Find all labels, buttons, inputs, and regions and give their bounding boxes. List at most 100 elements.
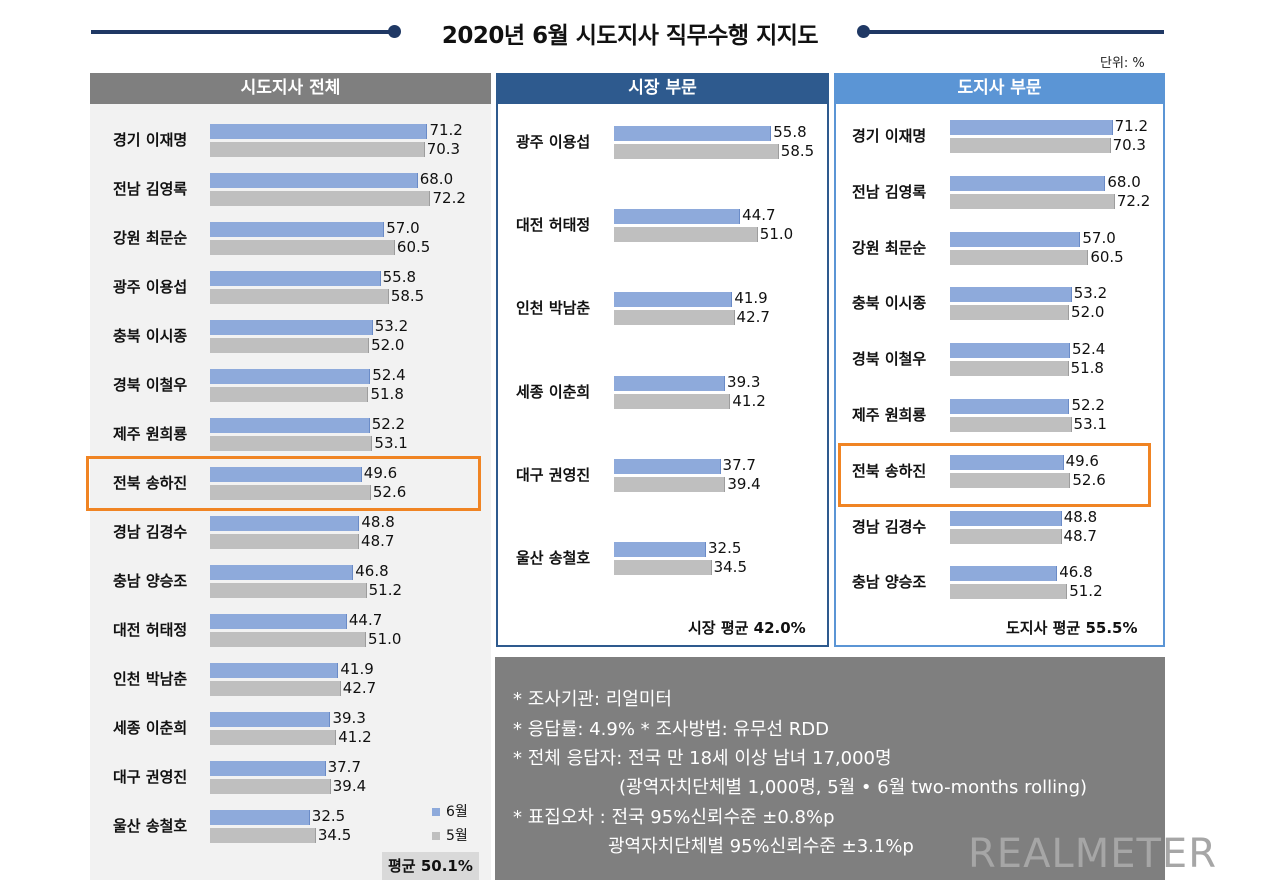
note-response-rate: * 응답률: 4.9% * 조사방법: 유무선 RDD — [513, 719, 830, 740]
category-label: 강원 최문순 — [113, 229, 188, 247]
value-label-may: 51.0 — [368, 630, 402, 648]
bar-may — [614, 310, 735, 326]
value-label-june: 41.9 — [340, 660, 374, 678]
bar-may — [614, 227, 758, 243]
bar-may — [950, 193, 1115, 209]
bar-may — [614, 476, 726, 492]
note-source: * 조사기관: 리얼미터 — [513, 689, 672, 710]
value-label-june: 39.3 — [727, 372, 761, 391]
bar-may — [950, 528, 1062, 544]
value-label-may: 51.8 — [1070, 359, 1104, 378]
value-label-june: 71.2 — [429, 121, 463, 139]
value-label-may: 41.2 — [338, 728, 372, 746]
category-label: 대구 권영진 — [113, 768, 188, 786]
value-label-june: 32.5 — [311, 807, 346, 825]
value-label-may: 53.1 — [1073, 415, 1107, 433]
bar-may — [210, 828, 316, 843]
value-label-may: 60.5 — [1090, 247, 1124, 266]
value-label-june: 68.0 — [419, 170, 454, 188]
legend-may-label: 5월 — [446, 828, 468, 844]
bar-may — [210, 485, 371, 500]
value-label-may: 58.5 — [780, 142, 815, 160]
value-label-may: 53.1 — [374, 434, 408, 452]
category-label: 광주 이용섭 — [113, 278, 188, 296]
bar-june — [210, 320, 373, 335]
value-label-june: 71.2 — [1114, 117, 1149, 135]
bar-may — [950, 472, 1071, 488]
title-dot-right — [857, 25, 870, 38]
bar-may — [614, 144, 779, 159]
value-label-june: 53.2 — [1073, 284, 1108, 303]
bar-june — [950, 510, 1062, 526]
value-label-may: 72.2 — [1116, 191, 1151, 210]
value-label-may: 60.5 — [396, 238, 431, 256]
value-label-june: 52.2 — [1071, 396, 1105, 414]
value-label-june: 48.8 — [1063, 507, 1098, 526]
panel-all-header: 시도지사 전체 — [90, 73, 491, 104]
value-label-may: 58.5 — [390, 287, 425, 305]
value-label-june: 48.8 — [361, 513, 395, 531]
value-label-may: 42.7 — [736, 308, 770, 327]
bar-june — [950, 399, 1070, 414]
bar-june — [210, 712, 331, 727]
title-dot-left — [388, 25, 401, 38]
bar-june — [614, 542, 706, 557]
bar-june — [210, 565, 354, 580]
category-label: 경북 이철우 — [113, 376, 188, 394]
bar-june — [210, 222, 385, 237]
value-label-may: 51.8 — [370, 385, 404, 403]
value-label-june: 49.6 — [363, 464, 398, 482]
bar-june — [950, 343, 1070, 359]
legend-june-swatch — [432, 808, 440, 816]
bar-may — [950, 417, 1072, 432]
value-label-may: 52.6 — [1072, 470, 1106, 489]
category-label: 인천 박남춘 — [516, 299, 591, 318]
bar-may — [950, 361, 1069, 377]
bar-may — [614, 560, 712, 575]
value-label-june: 52.4 — [1071, 340, 1106, 359]
value-label-june: 68.0 — [1107, 172, 1141, 191]
category-label: 울산 송철호 — [516, 549, 591, 567]
bar-june — [950, 454, 1064, 470]
value-label-may: 70.3 — [1112, 136, 1146, 154]
legend-june-label: 6월 — [446, 804, 468, 820]
bar-may — [210, 436, 373, 451]
value-label-may: 52.0 — [371, 336, 405, 354]
bar-june — [210, 467, 362, 482]
panel-governor-average: 도지사 평균 55.5% — [1006, 619, 1138, 637]
bar-may — [210, 779, 331, 794]
notes-box: * 조사기관: 리얼미터 * 응답률: 4.9% * 조사방법: 유무선 RDD… — [495, 657, 1165, 880]
value-label-may: 51.0 — [759, 225, 794, 244]
category-label: 대구 권영진 — [516, 465, 591, 484]
category-label: 경기 이재명 — [113, 131, 188, 149]
bar-may — [210, 387, 369, 402]
title-line-left — [91, 30, 396, 34]
bar-june — [210, 271, 381, 286]
bar-june — [950, 231, 1081, 247]
bar-june — [950, 287, 1072, 303]
value-label-may: 39.4 — [332, 777, 367, 795]
bar-may — [614, 393, 731, 409]
page-title: 2020년 6월 시도지사 직무수행 지지도 — [441, 23, 819, 49]
bar-may — [950, 249, 1089, 265]
category-label: 대전 허태정 — [113, 621, 188, 639]
value-label-may: 34.5 — [317, 826, 352, 844]
value-label-june: 44.7 — [348, 611, 383, 629]
value-label-june: 46.8 — [355, 562, 389, 580]
category-label: 충북 이시종 — [113, 327, 188, 345]
category-label: 세종 이춘희 — [516, 382, 591, 401]
category-label: 울산 송철호 — [113, 817, 188, 835]
value-label-june: 52.2 — [371, 415, 406, 433]
bar-june — [950, 566, 1058, 582]
value-label-june: 52.4 — [372, 366, 406, 384]
category-label: 충북 이시종 — [852, 294, 927, 313]
bar-june — [614, 375, 726, 391]
panel-all-average: 평균 50.1% — [382, 852, 479, 880]
category-label: 제주 원희룡 — [113, 425, 188, 443]
bar-may — [210, 632, 367, 647]
highlight-box — [838, 443, 1151, 507]
category-label: 전남 김영록 — [113, 180, 188, 198]
panel-mayor-average: 시장 평균 42.0% — [688, 619, 806, 637]
value-label-may: 51.2 — [1069, 582, 1103, 601]
bar-june — [210, 614, 347, 629]
